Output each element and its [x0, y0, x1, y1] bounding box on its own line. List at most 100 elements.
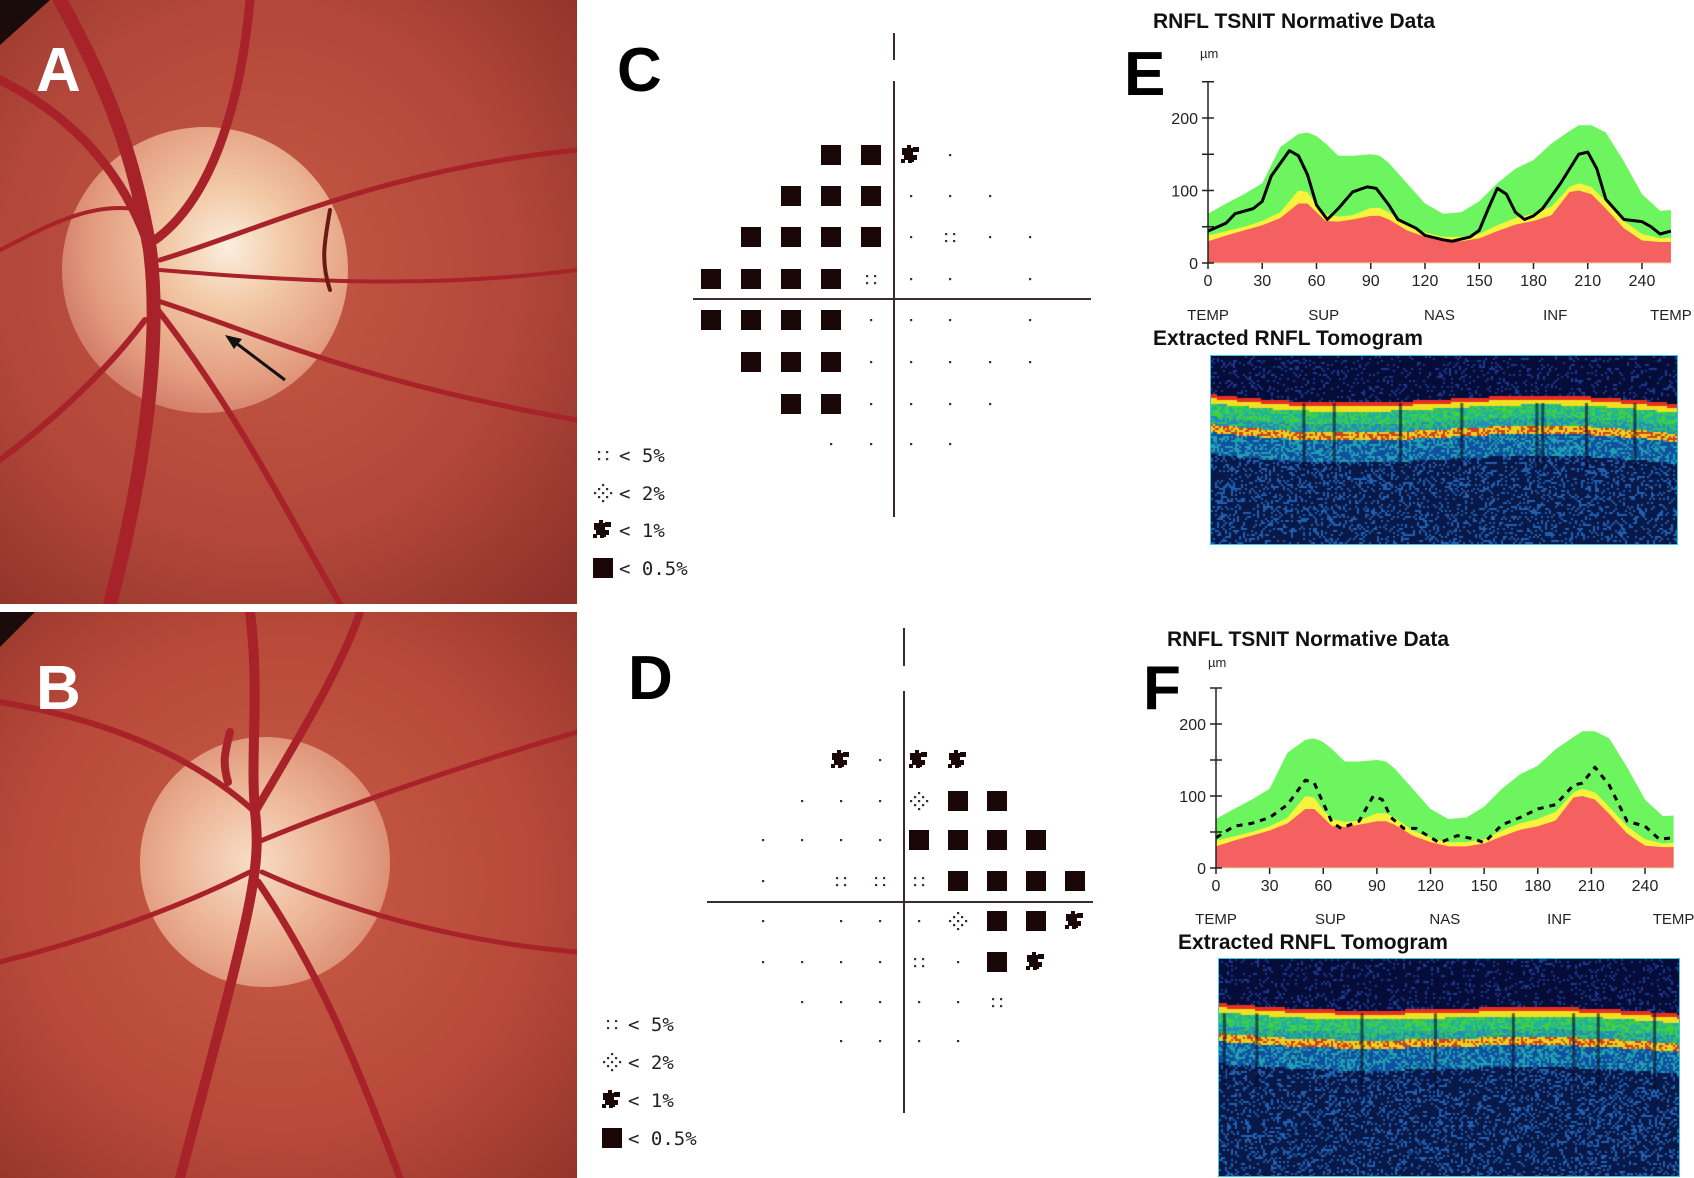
test-point	[1029, 361, 1032, 364]
legend-label: < 5%	[619, 445, 665, 467]
square-symbol	[593, 558, 613, 578]
patient-rnfl-line	[1207, 149, 1672, 243]
region-label: SUP	[1315, 911, 1346, 928]
test-point	[910, 792, 929, 811]
square-symbol	[948, 830, 968, 850]
normal-point	[949, 403, 952, 406]
chart-title-f: RNFL TSNIT Normative Data	[1167, 628, 1449, 651]
normal-point	[910, 278, 913, 281]
normal-point	[949, 278, 952, 281]
tomogram-title-f: Extracted RNFL Tomogram	[1178, 931, 1448, 954]
outside-normal-band	[1216, 796, 1674, 868]
x-tick-label: 150	[1471, 878, 1498, 895]
panel-label-c: C	[617, 36, 662, 105]
y-tick-label: 100	[1179, 789, 1206, 806]
tsnit-chart-f: 0 100 200 0 30 60 90 120 150 180 210 240 TEMP SUP NAS I…	[1179, 655, 1694, 928]
y-tick-label: 0	[1189, 256, 1198, 273]
test-point	[741, 352, 761, 372]
square-symbol	[781, 352, 801, 372]
normal-point	[801, 1001, 804, 1004]
test-point	[840, 920, 843, 923]
normal-point	[918, 1001, 921, 1004]
test-point	[949, 154, 952, 157]
x-tick-label: 240	[1629, 273, 1656, 290]
panel-label-b: B	[36, 654, 81, 723]
test-point	[910, 195, 913, 198]
test-point	[762, 839, 765, 842]
square-symbol	[701, 269, 721, 289]
fundus-image-a	[0, 0, 577, 604]
y-tick-label: 100	[1171, 184, 1198, 201]
test-point	[989, 195, 992, 198]
normal-point	[879, 961, 882, 964]
square-symbol	[987, 911, 1007, 931]
dense-hatch-symbol	[593, 520, 609, 538]
normal-band	[1208, 125, 1671, 263]
test-point	[870, 443, 873, 446]
test-point	[870, 319, 873, 322]
test-point	[879, 839, 882, 842]
arrow-icon	[231, 338, 286, 382]
normal-point	[870, 361, 873, 364]
square-symbol	[781, 394, 801, 414]
y-tick-label: 200	[1179, 717, 1206, 734]
test-point	[840, 1001, 843, 1004]
normal-point	[910, 236, 913, 239]
normal-point	[949, 154, 952, 157]
legend-label: < 5%	[628, 1014, 674, 1036]
x-tick-label: 120	[1417, 878, 1444, 895]
test-point	[1026, 871, 1046, 891]
rnfl-tomogram-f	[1218, 958, 1680, 1177]
square-symbol	[821, 394, 841, 414]
test-point	[989, 236, 992, 239]
test-point	[949, 278, 952, 281]
test-point	[901, 145, 919, 163]
square-symbol	[821, 227, 841, 247]
square-symbol	[987, 952, 1007, 972]
legend-symbol	[594, 484, 613, 503]
test-point	[949, 443, 952, 446]
region-label: INF	[1547, 911, 1571, 928]
test-point	[861, 145, 881, 165]
normal-point	[879, 800, 882, 803]
legend-symbol	[603, 1053, 622, 1072]
test-point	[831, 750, 849, 768]
normal-point	[879, 1040, 882, 1043]
x-tick-label: 90	[1362, 273, 1380, 290]
normal-point	[1029, 361, 1032, 364]
test-point	[1029, 319, 1032, 322]
test-point	[781, 269, 801, 289]
normal-point	[910, 195, 913, 198]
square-symbol	[909, 830, 929, 850]
normal-point	[989, 361, 992, 364]
square-symbol	[948, 791, 968, 811]
square-symbol	[741, 310, 761, 330]
square-symbol	[741, 227, 761, 247]
test-point	[801, 839, 804, 842]
square-symbol	[781, 186, 801, 206]
x-tick-label: 30	[1253, 273, 1271, 290]
x-tick-label: 60	[1308, 273, 1326, 290]
dense-hatch-symbol	[948, 750, 964, 768]
square-symbol	[821, 145, 841, 165]
x-tick-label: 30	[1261, 878, 1279, 895]
y-tick-label: 0	[1197, 861, 1206, 878]
test-point	[762, 920, 765, 923]
test-point	[879, 1001, 882, 1004]
normal-point	[870, 443, 873, 446]
dense-hatch-symbol	[602, 1090, 618, 1108]
test-point	[836, 877, 847, 887]
test-point	[1065, 911, 1083, 929]
test-point	[987, 911, 1007, 931]
test-point	[762, 961, 765, 964]
normal-point	[762, 839, 765, 842]
legend-symbol	[602, 1128, 622, 1148]
test-point	[909, 750, 927, 768]
test-point	[866, 275, 877, 285]
normal-point	[879, 759, 882, 762]
test-point	[957, 1040, 960, 1043]
test-point	[992, 998, 1003, 1008]
legend-symbol	[593, 520, 611, 538]
normal-point	[830, 443, 833, 446]
test-point	[781, 310, 801, 330]
